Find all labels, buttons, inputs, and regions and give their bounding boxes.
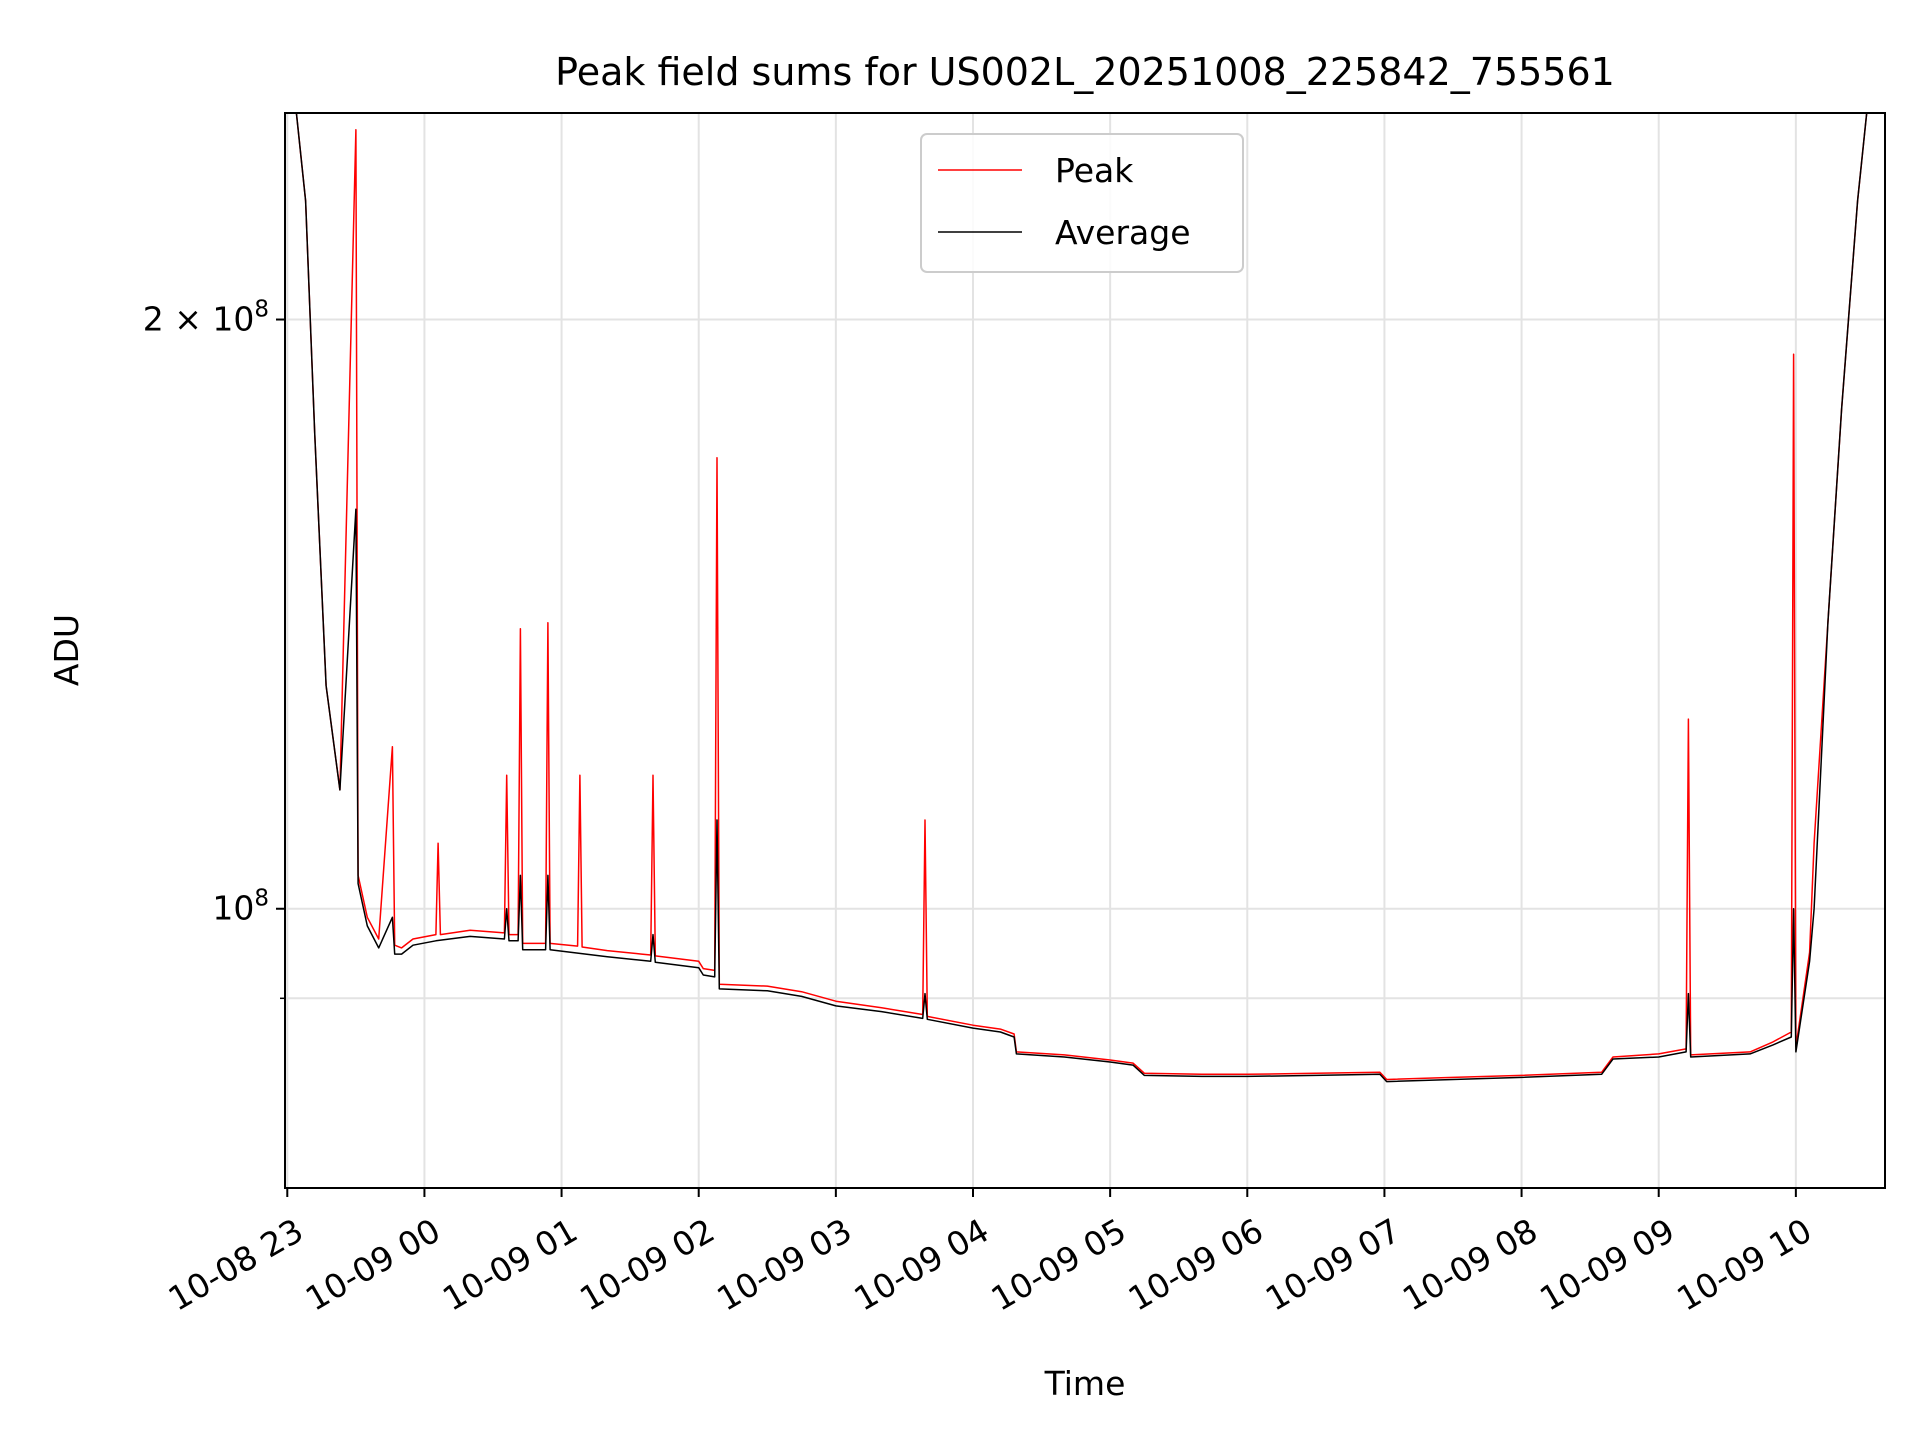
grid <box>285 113 1885 1188</box>
legend-label-average: Average <box>1055 213 1191 252</box>
y-tick-label: 108 <box>212 886 269 928</box>
x-axis-label: Time <box>1044 1364 1126 1403</box>
legend-label-peak: Peak <box>1055 151 1134 190</box>
plot-frame <box>284 112 1886 1189</box>
legend: Peak Average <box>920 133 1244 273</box>
series-line-average <box>285 113 1885 1083</box>
legend-box <box>920 133 1244 273</box>
chart-title: Peak field sums for US002L_20251008_2258… <box>555 50 1615 94</box>
y-tick-label: 2 × 108 <box>143 297 269 339</box>
y-axis-label: ADU <box>47 614 86 686</box>
series-line-peak <box>285 113 1885 1081</box>
series-layer <box>285 113 1885 1083</box>
